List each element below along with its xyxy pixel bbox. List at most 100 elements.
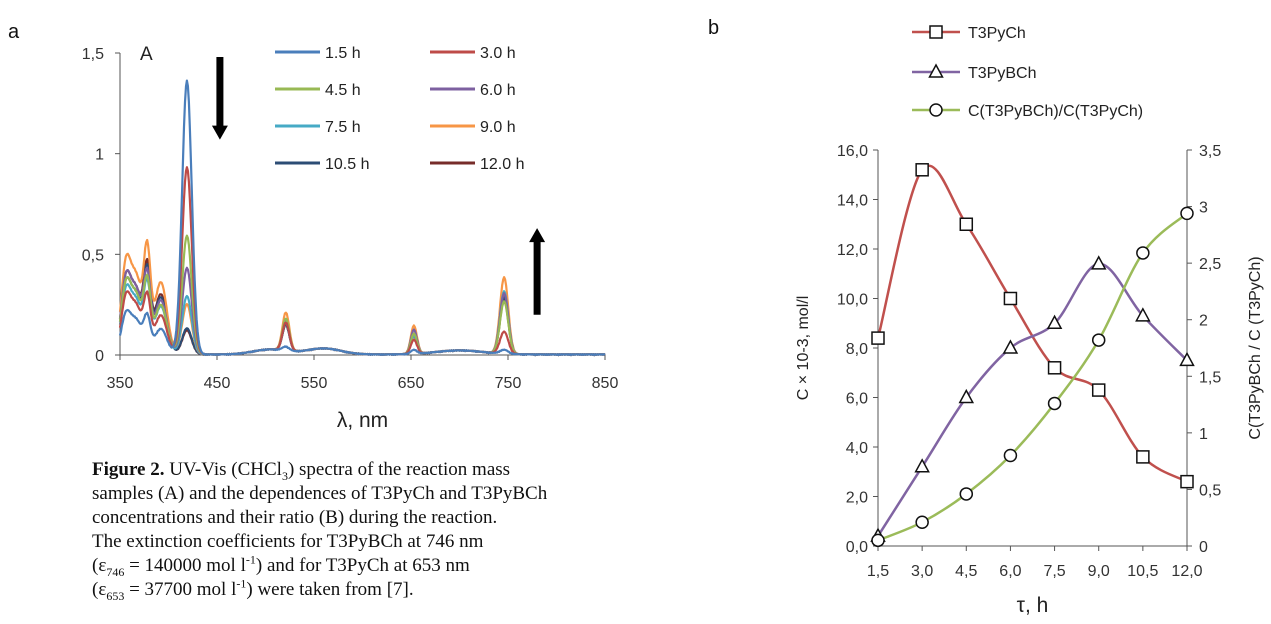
legend-label: T3PyBCh — [968, 65, 1036, 82]
data-point-triangle — [1002, 339, 1019, 354]
legend-label: T3PyCh — [968, 25, 1026, 42]
caption-text: = 140000 mol l — [124, 555, 246, 576]
series-line — [876, 262, 1188, 537]
data-point-circle — [1003, 448, 1018, 463]
caption-line-5: (ε746 = 140000 mol l-1) and for T3PyCh a… — [92, 554, 592, 578]
data-point-circle — [1136, 246, 1150, 260]
x-tick-label: 3,0 — [911, 563, 933, 580]
data-point-circle — [915, 515, 929, 529]
data-point-circle — [1091, 333, 1106, 347]
left-y-tick-label: 4,0 — [846, 440, 868, 457]
left-y-tick-label: 14,0 — [837, 193, 868, 210]
right-y-tick-label: 3,5 — [1199, 143, 1221, 160]
legend-label: 6.0 h — [480, 82, 516, 99]
data-point-square — [1091, 383, 1106, 397]
concentration-chart-svg: b 0,0 2,0 4,0 6,0 8,0 10,0 12,0 14,0 16,0 0 0,5 1 1,5… — [708, 17, 1264, 617]
arrow-head — [529, 228, 546, 243]
x-tick-label: 9,0 — [1088, 563, 1110, 580]
spectra-chart-svg: a A 0 0,5 1 1,5 350 450 550 650 750 850 λ, nm 1.5 h 3.… — [8, 21, 619, 432]
caption-line-6: (ε653 = 37700 mol l-1) were taken from [… — [92, 578, 592, 602]
left-y-tick-label: 16,0 — [837, 143, 868, 160]
x-tick-label: 1,5 — [867, 563, 889, 580]
arrow-head — [211, 125, 228, 140]
y-tick-label: 0,5 — [82, 247, 104, 264]
data-point-square — [1003, 291, 1018, 306]
data-point-triangle — [1046, 314, 1063, 329]
x-tick-label: 750 — [495, 375, 522, 392]
legend-label: 9.0 h — [480, 119, 516, 136]
panel-letter-b: b — [708, 17, 719, 39]
left-y-tick-label: 12,0 — [837, 242, 868, 259]
left-y-axis-label: C × 10-3, mol/l — [795, 296, 812, 400]
y-tick-label: 1 — [95, 147, 104, 164]
legend-label: 4.5 h — [325, 82, 361, 99]
caption-text: ) were taken from [7]. — [246, 579, 414, 600]
x-tick-label: 650 — [398, 375, 425, 392]
data-point-triangle — [1135, 307, 1151, 322]
y-tick-label: 1,5 — [82, 46, 104, 63]
caption-text: UV-Vis (CHCl — [164, 459, 282, 480]
data-point-circle — [1180, 206, 1194, 221]
right-y-tick-label: 0,5 — [1199, 482, 1221, 499]
data-point-triangle — [914, 458, 930, 473]
legend-label: 10.5 h — [325, 156, 369, 173]
data-point-triangle — [1179, 351, 1195, 367]
data-point-triangle — [1090, 255, 1107, 270]
right-y-axis-label: C(T3PyBCh / C (T3PyCh) — [1247, 256, 1264, 439]
panel-label-A: A — [140, 44, 153, 65]
caption-line-2: samples (A) and the dependences of T3PyC… — [92, 483, 548, 504]
x-tick-label: 450 — [204, 375, 231, 392]
legend-label: C(T3PyBCh)/C(T3PyCh) — [968, 103, 1143, 120]
figure-caption: Figure 2. UV-Vis (CHCl3) spectra of the … — [92, 458, 592, 602]
data-point-square — [959, 217, 974, 231]
left-y-tick-label: 2,0 — [846, 490, 868, 507]
x-tick-label: 350 — [107, 375, 134, 392]
legend-label: 1.5 h — [325, 45, 361, 62]
x-axis-label: τ, h — [1017, 594, 1049, 617]
caption-line-4: The extinction coefficients for T3PyBCh … — [92, 531, 484, 552]
x-tick-label: 10,5 — [1127, 563, 1158, 580]
panel-letter-a: a — [8, 21, 20, 43]
concentration-chart: b 0,0 2,0 4,0 6,0 8,0 10,0 12,0 14,0 16,0 0 0,5 1 1,5… — [690, 0, 1271, 619]
x-tick-label: 6,0 — [999, 563, 1021, 580]
right-y-tick-label: 1 — [1199, 426, 1208, 443]
left-y-tick-label: 6,0 — [846, 391, 868, 408]
caption-subscript: 653 — [106, 588, 125, 603]
caption-text: (ε — [92, 555, 107, 576]
data-point-circle — [1047, 396, 1062, 411]
caption-figure-label: Figure 2. — [92, 459, 165, 480]
right-y-tick-label: 2 — [1199, 313, 1208, 330]
data-point-triangle — [928, 63, 944, 78]
spectra-chart: a A 0 0,5 1 1,5 350 450 550 650 750 850 λ, nm 1.5 h 3.… — [0, 0, 640, 440]
legend-label: 7.5 h — [325, 119, 361, 136]
data-point-circle — [959, 487, 974, 501]
caption-text: = 37700 mol l — [124, 579, 237, 600]
caption-superscript: -1 — [245, 552, 256, 567]
x-tick-label: 4,5 — [955, 563, 977, 580]
series-line — [877, 212, 1188, 542]
legend-label: 3.0 h — [480, 45, 516, 62]
x-tick-label: 12,0 — [1171, 563, 1202, 580]
x-tick-label: 550 — [301, 375, 328, 392]
caption-line-3: concentrations and their ratio (B) durin… — [92, 507, 498, 528]
caption-line-1: Figure 2. UV-Vis (CHCl3) spectra of the … — [92, 458, 592, 482]
right-y-tick-label: 1,5 — [1199, 369, 1221, 386]
right-y-tick-label: 2,5 — [1199, 256, 1221, 273]
y-tick-label: 0 — [95, 348, 104, 365]
caption-text: ) and for T3PyCh at 653 nm — [255, 555, 470, 576]
data-point-square — [1180, 474, 1194, 489]
caption-superscript: -1 — [236, 576, 247, 591]
x-tick-label: 850 — [592, 375, 619, 392]
caption-subscript: 746 — [106, 564, 125, 579]
series-line — [876, 164, 1188, 483]
right-y-tick-label: 3 — [1199, 200, 1208, 217]
data-point-circle — [871, 533, 885, 548]
data-point-square — [915, 163, 929, 177]
legend-label: 12.0 h — [480, 156, 524, 173]
left-y-tick-label: 0,0 — [846, 539, 868, 556]
data-point-square — [871, 331, 885, 345]
caption-subscript: 3 — [281, 468, 288, 483]
x-tick-label: 7,5 — [1043, 563, 1065, 580]
data-point-square — [1136, 450, 1150, 464]
left-y-tick-label: 8,0 — [846, 341, 868, 358]
